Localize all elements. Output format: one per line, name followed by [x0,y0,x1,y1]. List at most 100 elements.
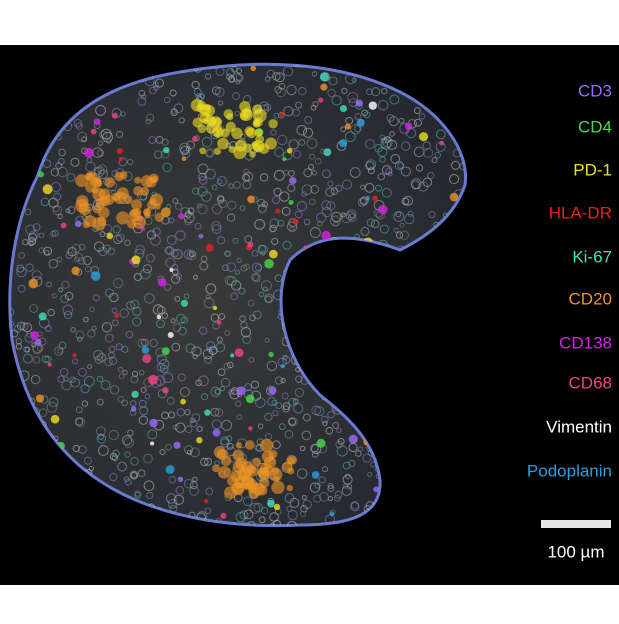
cell [345,73,356,85]
cell [73,118,83,128]
stained-cell [74,220,82,228]
stained-cell [344,123,351,130]
cell [272,410,279,417]
cell [264,293,274,304]
cell [179,386,190,398]
cell [311,450,319,458]
legend-label: CD4 [578,117,612,136]
stained-cell [156,314,162,320]
cell [97,164,108,175]
stained-cell [316,438,326,448]
cell [104,357,113,367]
cell [230,280,242,291]
cluster-cell [84,172,93,180]
cell [325,426,334,435]
cell [66,172,76,182]
cell [364,182,375,193]
legend-label: PD-1 [573,160,612,179]
cell [272,72,281,81]
cell [185,343,196,354]
cluster-cell [232,449,245,462]
cell [365,139,375,149]
cell [127,429,134,437]
cell [399,222,405,228]
cell [130,472,138,479]
cell [71,243,81,254]
cluster-cell [239,466,252,479]
stained-cell [72,352,77,358]
stained-cell [42,184,53,195]
cell [233,181,241,189]
cell [299,64,308,68]
cell [398,117,405,124]
cell [227,200,237,210]
cell [95,426,106,437]
cell [371,87,381,97]
cell [301,184,313,196]
cell [282,402,291,411]
cluster-cell [228,145,236,153]
cell [100,380,111,391]
cell [282,169,289,176]
cell [107,247,116,256]
stained-cell [250,65,256,72]
cell [452,149,461,158]
cell [69,376,76,383]
cell [263,103,272,112]
stained-cell [372,195,378,202]
stained-cell [365,196,371,201]
cell [147,429,158,440]
cell [404,213,415,225]
cell [75,406,83,414]
cell [236,257,242,264]
cluster-cell [213,446,227,459]
cluster-cell [252,457,262,467]
cell [131,370,139,377]
cluster-cell [199,147,207,155]
cell [234,269,240,275]
cell [18,252,25,259]
cell [145,253,155,263]
cluster-cell [260,438,274,453]
legend-label: CD20 [569,289,612,308]
cell [175,486,185,495]
cell [205,487,214,496]
cell [273,187,282,197]
cell [389,94,400,105]
stained-cell [180,299,188,307]
cell [73,256,80,263]
cell [118,157,128,167]
cell [118,373,125,380]
cluster-cell [252,119,261,127]
cell [245,521,257,526]
cluster-cell [98,188,111,201]
cell [186,449,193,455]
cell [126,301,135,310]
stained-cell [173,441,181,449]
cell [288,139,299,150]
cell [264,337,270,343]
cluster-cell [220,455,232,467]
cell [93,241,105,252]
cell [451,160,460,170]
cell [22,322,33,333]
cell [127,158,134,166]
cell [191,80,200,90]
cell [109,473,118,482]
stained-cell [288,199,294,205]
cell [365,159,377,170]
cell [67,206,76,215]
cell [287,416,298,427]
cell [201,136,213,148]
cell [216,236,226,245]
cell [232,92,240,100]
cell [215,342,226,353]
cell [249,502,261,514]
cell [299,445,306,452]
cell [377,99,389,111]
cell [327,180,334,187]
cell [178,117,185,124]
cell [58,148,66,157]
stained-cell [247,241,254,248]
cell [130,299,140,310]
